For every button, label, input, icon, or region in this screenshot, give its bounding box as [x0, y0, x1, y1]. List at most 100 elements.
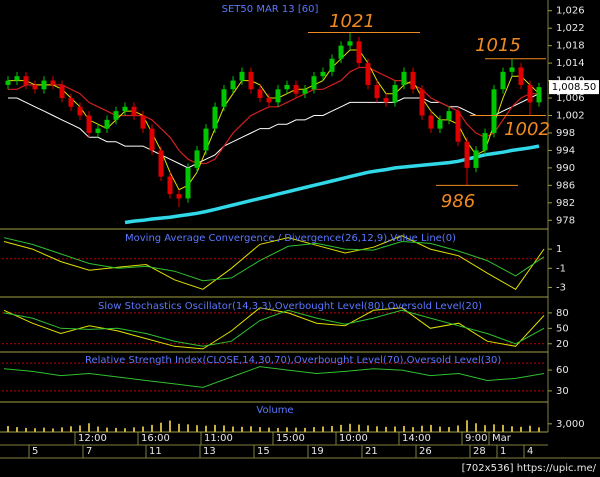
day-label: 19: [311, 446, 324, 457]
candle-body: [401, 71, 407, 85]
y-tick-label: 3,000: [556, 419, 585, 430]
volume-bar: [538, 427, 540, 432]
candle-body: [464, 141, 470, 168]
volume-bar: [241, 426, 243, 432]
pane-title: Relative Strength Index(CLOSE,14,30,70),…: [85, 355, 501, 366]
time-label: 14:00: [402, 433, 431, 444]
day-label: 1: [500, 446, 506, 457]
candle-body: [491, 89, 497, 133]
day-label: 11: [149, 446, 162, 457]
candle-body: [158, 150, 164, 177]
volume-bar: [196, 425, 198, 432]
volume-bar: [223, 425, 225, 432]
volume-bar: [529, 425, 531, 432]
candle-body: [275, 89, 281, 103]
volume-bar: [421, 425, 423, 432]
volume-bar: [304, 427, 306, 432]
candle-body: [185, 167, 191, 199]
moving-average: [8, 93, 540, 169]
candle-body: [482, 132, 488, 151]
volume-bar: [268, 427, 270, 432]
y-tick-label: 994: [556, 145, 575, 156]
volume-bar: [52, 428, 54, 432]
candle-body: [338, 45, 344, 59]
volume-bar: [124, 428, 126, 432]
y-tick-label: -1: [556, 263, 566, 274]
volume-bar: [61, 427, 63, 432]
volume-bar: [340, 424, 342, 432]
candle-body: [311, 76, 317, 90]
candle-body: [5, 80, 11, 85]
volume-bar: [466, 420, 468, 432]
candle-body: [59, 84, 65, 99]
candle-body: [347, 41, 353, 46]
candle-body: [284, 84, 290, 90]
y-tick-label: 1,014: [556, 58, 585, 69]
candle-body: [176, 194, 182, 199]
candle-body: [302, 89, 308, 94]
indicator-line: [3, 235, 545, 290]
volume-bar: [106, 427, 108, 432]
level-annotation: 986: [441, 191, 475, 212]
y-tick-label: 982: [556, 198, 575, 209]
volume-bar: [511, 426, 513, 432]
candle-body: [392, 84, 398, 103]
candle-body: [95, 128, 101, 133]
day-label: 13: [203, 446, 216, 457]
volume-bar: [502, 424, 504, 432]
watermark: [702x536] https://upic.me/: [462, 463, 597, 474]
y-tick-label: 50: [556, 323, 569, 334]
volume-bar: [475, 423, 477, 432]
day-label: 7: [86, 446, 92, 457]
volume-bar: [43, 427, 45, 432]
volume-bar: [385, 426, 387, 432]
candle-body: [104, 119, 110, 129]
day-label: 21: [365, 446, 378, 457]
volume-bar: [169, 420, 171, 432]
y-tick-label: 30: [556, 386, 569, 397]
candle-body: [293, 84, 299, 94]
volume-bar: [349, 423, 351, 432]
volume-bar: [322, 426, 324, 432]
candle-body: [428, 115, 434, 129]
candle-body: [140, 115, 146, 129]
candle-body: [203, 128, 209, 151]
y-tick-label: 986: [556, 180, 575, 191]
volume-bar: [520, 426, 522, 432]
y-tick-label: 1,026: [556, 6, 585, 17]
candle-body: [248, 71, 254, 90]
moving-average: [124, 144, 540, 225]
y-tick-label: 20: [556, 339, 569, 350]
candle-body: [536, 87, 542, 103]
candle-body: [131, 106, 137, 116]
day-label: 26: [419, 446, 432, 457]
time-label: 11:00: [204, 433, 233, 444]
volume-bar: [331, 426, 333, 432]
indicator-line: [3, 366, 545, 388]
volume-bar: [286, 427, 288, 432]
volume-bar: [394, 426, 396, 432]
candle-body: [50, 80, 56, 85]
candle-body: [365, 63, 371, 85]
y-tick-label: 60: [556, 365, 569, 376]
volume-bar: [70, 426, 72, 432]
y-tick-label: 990: [556, 163, 575, 174]
level-annotation: 1015: [475, 35, 521, 56]
volume-bar: [430, 424, 432, 432]
time-label: 9:00: [465, 433, 487, 444]
candle-body: [500, 71, 506, 90]
time-label: 12:00: [78, 433, 107, 444]
volume-bar: [34, 428, 36, 432]
candle-body: [68, 98, 74, 107]
volume-bar: [142, 426, 144, 432]
volume-bar: [484, 425, 486, 432]
volume-bar: [178, 423, 180, 432]
candle-body: [194, 150, 200, 168]
candle-body: [77, 106, 83, 116]
volume-bar: [7, 426, 9, 432]
volume-bar: [187, 424, 189, 432]
volume-bar: [493, 424, 495, 432]
candle-body: [41, 80, 47, 90]
volume-bar: [313, 427, 315, 432]
